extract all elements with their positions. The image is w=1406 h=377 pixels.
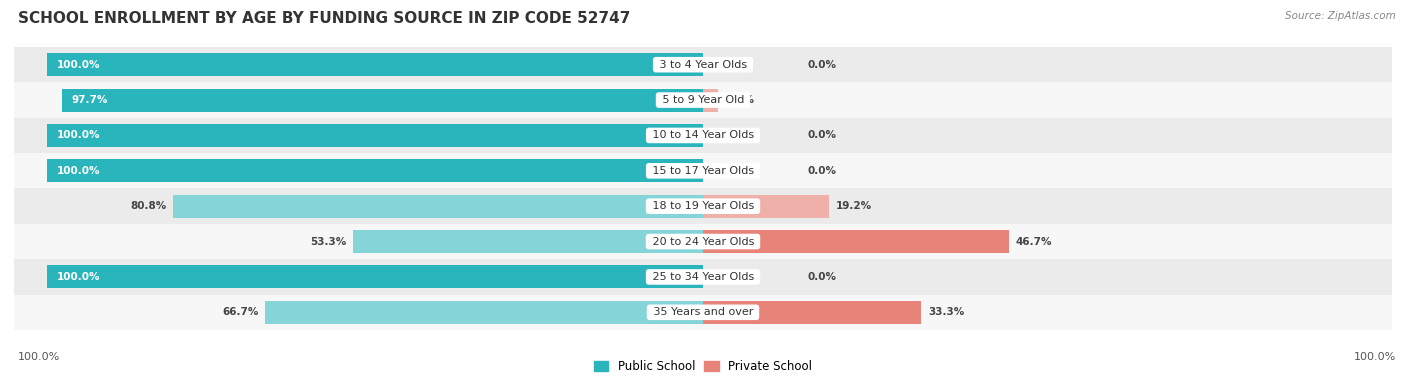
Text: 0.0%: 0.0% bbox=[808, 166, 837, 176]
Text: 100.0%: 100.0% bbox=[56, 272, 100, 282]
Text: 0.0%: 0.0% bbox=[808, 272, 837, 282]
Text: 100.0%: 100.0% bbox=[56, 130, 100, 141]
Bar bbox=[14, 294, 1392, 330]
Bar bbox=[266, 301, 703, 324]
Bar bbox=[703, 195, 830, 218]
Bar bbox=[353, 230, 703, 253]
Bar bbox=[62, 89, 703, 112]
Bar bbox=[46, 159, 703, 182]
Text: 20 to 24 Year Olds: 20 to 24 Year Olds bbox=[648, 236, 758, 247]
Text: 19.2%: 19.2% bbox=[835, 201, 872, 211]
Text: 100.0%: 100.0% bbox=[1354, 352, 1396, 362]
Bar bbox=[14, 47, 1392, 83]
Bar bbox=[703, 230, 1010, 253]
Text: 5 to 9 Year Old: 5 to 9 Year Old bbox=[658, 95, 748, 105]
Text: 100.0%: 100.0% bbox=[56, 166, 100, 176]
Text: 100.0%: 100.0% bbox=[56, 60, 100, 70]
Bar bbox=[703, 301, 921, 324]
Text: 25 to 34 Year Olds: 25 to 34 Year Olds bbox=[648, 272, 758, 282]
Text: 0.0%: 0.0% bbox=[808, 130, 837, 141]
Bar bbox=[14, 83, 1392, 118]
Text: 46.7%: 46.7% bbox=[1017, 236, 1053, 247]
Bar bbox=[46, 53, 703, 76]
Text: 100.0%: 100.0% bbox=[18, 352, 60, 362]
Text: 3 to 4 Year Olds: 3 to 4 Year Olds bbox=[655, 60, 751, 70]
Text: 33.3%: 33.3% bbox=[928, 307, 965, 317]
Legend: Public School, Private School: Public School, Private School bbox=[589, 355, 817, 377]
Text: SCHOOL ENROLLMENT BY AGE BY FUNDING SOURCE IN ZIP CODE 52747: SCHOOL ENROLLMENT BY AGE BY FUNDING SOUR… bbox=[18, 11, 631, 26]
Text: 66.7%: 66.7% bbox=[222, 307, 259, 317]
Bar bbox=[14, 153, 1392, 188]
Bar bbox=[703, 89, 718, 112]
Text: Source: ZipAtlas.com: Source: ZipAtlas.com bbox=[1285, 11, 1396, 21]
Text: 97.7%: 97.7% bbox=[72, 95, 108, 105]
Bar bbox=[14, 188, 1392, 224]
Bar bbox=[14, 259, 1392, 294]
Bar bbox=[14, 224, 1392, 259]
Bar bbox=[46, 265, 703, 288]
Bar bbox=[14, 118, 1392, 153]
Text: 10 to 14 Year Olds: 10 to 14 Year Olds bbox=[648, 130, 758, 141]
Text: 15 to 17 Year Olds: 15 to 17 Year Olds bbox=[648, 166, 758, 176]
Bar bbox=[173, 195, 703, 218]
Text: 53.3%: 53.3% bbox=[311, 236, 347, 247]
Text: 80.8%: 80.8% bbox=[129, 201, 166, 211]
Bar bbox=[46, 124, 703, 147]
Text: 0.0%: 0.0% bbox=[808, 60, 837, 70]
Text: 18 to 19 Year Olds: 18 to 19 Year Olds bbox=[648, 201, 758, 211]
Text: 2.3%: 2.3% bbox=[724, 95, 754, 105]
Text: 35 Years and over: 35 Years and over bbox=[650, 307, 756, 317]
